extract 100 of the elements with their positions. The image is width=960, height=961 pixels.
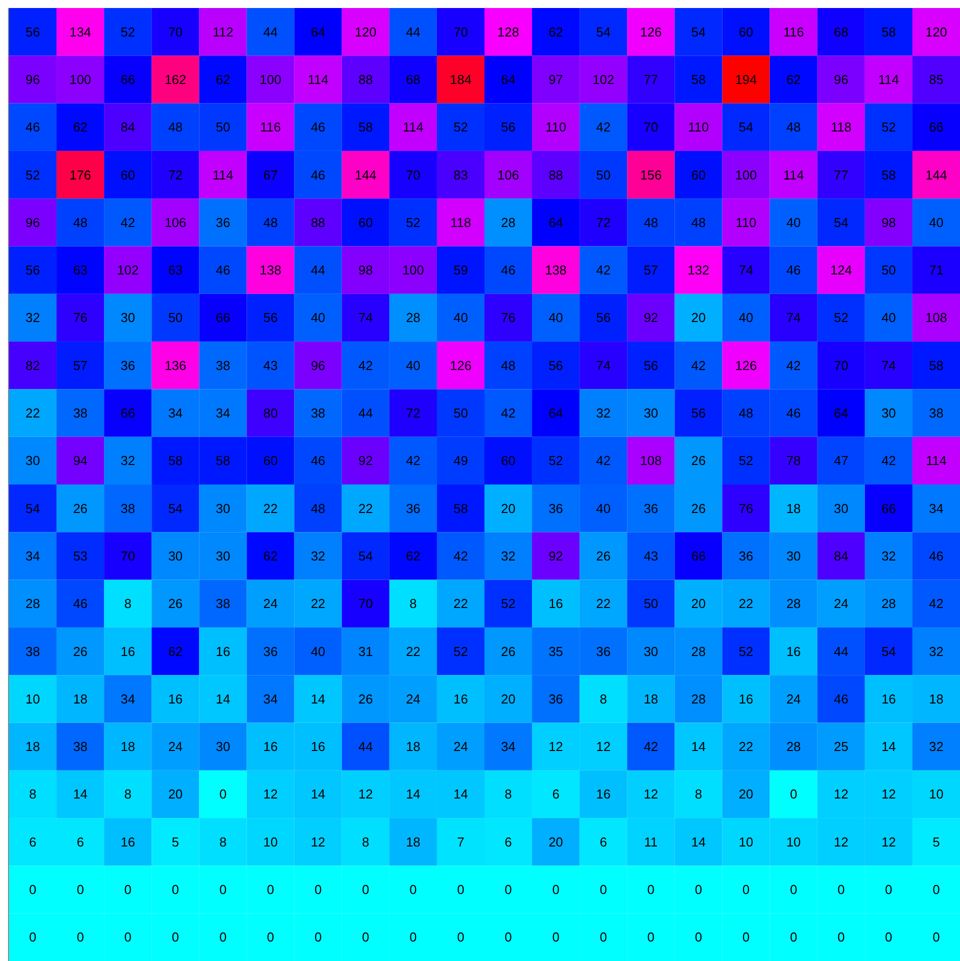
data-label: 5 — [172, 834, 180, 850]
data-label: 100 — [69, 72, 92, 87]
data-label: 32 — [596, 406, 611, 421]
data-label: 24 — [406, 691, 420, 706]
data-label: 24 — [834, 596, 848, 612]
data-label: 59 — [453, 262, 468, 278]
data-label: 8 — [29, 786, 36, 802]
data-label: 42 — [120, 214, 136, 230]
data-label: 118 — [830, 120, 852, 135]
data-label: 42 — [786, 358, 801, 373]
data-label: 0 — [932, 882, 940, 898]
data-label: 18 — [26, 739, 40, 754]
data-label: 12 — [263, 786, 278, 802]
data-label: 74 — [786, 310, 801, 326]
data-label: 72 — [596, 214, 611, 230]
data-label: 36 — [216, 214, 230, 230]
data-label: 26 — [73, 644, 88, 659]
data-label: 64 — [501, 72, 516, 87]
data-label: 144 — [354, 167, 376, 182]
data-label: 0 — [76, 930, 84, 945]
data-label: 100 — [260, 72, 282, 87]
data-label: 52 — [406, 214, 420, 230]
data-label: 66 — [120, 72, 136, 87]
data-label: 32 — [881, 548, 896, 564]
data-label: 34 — [501, 739, 516, 754]
data-label: 120 — [925, 24, 948, 40]
data-label: 134 — [69, 24, 92, 40]
data-label: 56 — [26, 262, 40, 278]
data-label: 12 — [644, 786, 658, 802]
data-label: 85 — [928, 72, 944, 87]
data-label: 6 — [600, 834, 607, 850]
data-label: 18 — [786, 500, 801, 516]
data-label: 16 — [310, 739, 326, 754]
data-label: 16 — [216, 644, 230, 659]
data-label: 43 — [263, 358, 278, 373]
data-label: 98 — [358, 262, 373, 278]
data-label: 10 — [928, 786, 944, 802]
data-label: 44 — [358, 406, 373, 421]
data-label: 40 — [453, 310, 468, 326]
data-label: 43 — [644, 548, 658, 564]
data-label: 12 — [548, 739, 564, 754]
data-label: 96 — [310, 358, 326, 373]
data-label: 46 — [310, 120, 326, 135]
data-label: 42 — [928, 596, 944, 612]
data-label: 63 — [168, 262, 183, 278]
data-label: 62 — [786, 72, 801, 87]
data-label: 38 — [928, 406, 944, 421]
data-label: 46 — [26, 120, 40, 135]
data-label: 70 — [120, 548, 136, 564]
data-label: 60 — [501, 453, 516, 468]
data-label: 66 — [120, 406, 136, 421]
data-label: 18 — [406, 834, 420, 850]
data-label: 10 — [263, 834, 278, 850]
data-label: 58 — [691, 72, 706, 87]
data-label: 49 — [453, 453, 468, 468]
data-label: 38 — [120, 500, 136, 516]
data-label: 110 — [688, 120, 709, 135]
data-label: 56 — [263, 310, 278, 326]
data-label: 30 — [168, 548, 183, 564]
data-label: 20 — [501, 500, 516, 516]
data-label: 110 — [545, 120, 566, 135]
data-label: 40 — [406, 358, 420, 373]
data-label: 30 — [120, 310, 136, 326]
data-label: 64 — [834, 406, 848, 421]
data-label: 46 — [216, 262, 230, 278]
data-label: 72 — [168, 167, 183, 182]
data-label: 28 — [691, 691, 706, 706]
data-label: 24 — [263, 596, 278, 612]
data-label: 12 — [881, 834, 896, 850]
data-label: 52 — [453, 120, 468, 135]
data-label: 57 — [644, 262, 658, 278]
data-label: 63 — [73, 262, 88, 278]
data-label: 0 — [790, 786, 798, 802]
data-label: 12 — [596, 739, 611, 754]
data-label: 70 — [453, 24, 468, 40]
data-label: 126 — [450, 358, 472, 373]
data-label: 48 — [168, 120, 183, 135]
data-label: 126 — [735, 358, 757, 373]
data-label: 52 — [738, 453, 754, 468]
data-label: 58 — [881, 167, 896, 182]
data-label: 116 — [783, 24, 804, 40]
data-label: 70 — [358, 596, 373, 612]
data-label: 16 — [881, 691, 896, 706]
data-label: 46 — [310, 453, 326, 468]
data-label: 52 — [881, 120, 896, 135]
data-label: 48 — [644, 214, 658, 230]
data-label: 46 — [73, 596, 88, 612]
data-label: 96 — [834, 72, 848, 87]
data-label: 26 — [691, 500, 706, 516]
data-label: 20 — [691, 596, 706, 612]
data-label: 114 — [402, 120, 424, 135]
data-label: 50 — [453, 406, 468, 421]
data-label: 74 — [596, 358, 611, 373]
data-label: 54 — [691, 24, 706, 40]
data-label: 0 — [790, 930, 798, 945]
data-label: 28 — [26, 596, 40, 612]
data-label: 32 — [310, 548, 326, 564]
data-label: 50 — [596, 167, 611, 182]
data-label: 44 — [358, 739, 373, 754]
data-label: 16 — [168, 691, 183, 706]
